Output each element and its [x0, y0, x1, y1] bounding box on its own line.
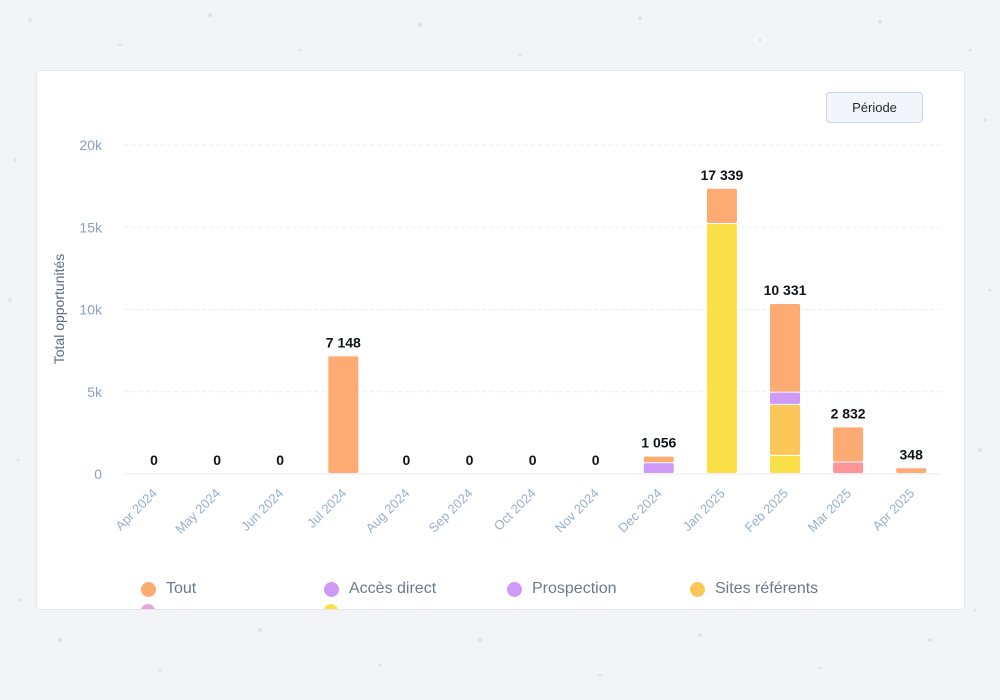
bar-total-label: 7 148 [326, 334, 361, 350]
legend-swatch [141, 581, 156, 597]
y-tick-label: 15k [79, 219, 103, 235]
bar-total-label: 0 [529, 452, 537, 468]
bar-segment [706, 223, 737, 473]
bar-total-label: 0 [403, 452, 411, 468]
bar-total-label: 0 [150, 452, 158, 468]
legend-swatch-clipped [141, 604, 155, 609]
bar-segment [770, 304, 800, 392]
bar-segment [643, 463, 674, 473]
x-tick-label: Oct 2024 [491, 486, 539, 534]
period-button[interactable]: Période [826, 92, 923, 123]
legend-label: Tout [166, 580, 197, 597]
bar-total-label: 0 [276, 452, 284, 468]
legend-item[interactable]: Accès direct [324, 580, 436, 598]
bar-segment [643, 456, 674, 463]
chart-legend: Tout Accès direct Prospection Sites référen… [141, 580, 941, 609]
y-axis-ticks: 0 5k 10k 15k 20k [79, 137, 103, 482]
bar-segment [770, 455, 800, 473]
grid-lines [125, 144, 940, 475]
bar-total-label: 0 [466, 452, 474, 468]
legend-label: Prospection [532, 580, 617, 597]
x-tick-label: May 2024 [172, 486, 223, 537]
x-tick-label: Jun 2024 [238, 486, 286, 534]
bar-total-label: 0 [592, 452, 600, 468]
x-tick-label: Jan 2025 [680, 486, 728, 534]
legend-label: Sites référents [715, 580, 819, 597]
x-tick-label: Dec 2024 [615, 486, 665, 536]
bar-segment [770, 392, 800, 404]
x-tick-label: Feb 2025 [742, 486, 791, 535]
y-axis-label: Total opportunités [51, 254, 67, 365]
legend-swatch [324, 581, 339, 597]
chart-card: Période 0 5k 10k 15k 20k Total opportunités … [36, 70, 965, 610]
legend-label: Accès direct [349, 580, 437, 597]
y-tick-label: 5k [87, 384, 103, 400]
y-tick-label: 10k [79, 302, 103, 318]
stacked-bar-chart: 0 5k 10k 15k 20k Total opportunités 0 0 0 7 148… [51, 137, 940, 537]
bar-total-label: 1 056 [641, 435, 676, 451]
bar-total-label: 0 [213, 452, 221, 468]
x-tick-label: Nov 2024 [552, 486, 602, 536]
bar-total-label: 2 832 [831, 405, 866, 421]
y-tick-label: 20k [79, 137, 103, 153]
bar-segment [706, 188, 737, 223]
bar-segment [896, 468, 927, 473]
x-tick-label: Mar 2025 [805, 486, 854, 535]
x-axis-ticks: Apr 2024 May 2024 Jun 2024 Jul 2024 Aug 2024… [112, 486, 917, 537]
y-tick-label: 0 [94, 466, 102, 482]
bar-total-label: 10 331 [764, 282, 807, 298]
bars [328, 188, 927, 473]
legend-item[interactable]: Sites référents [690, 580, 818, 598]
x-tick-label: Jul 2024 [304, 486, 349, 531]
legend-swatch-clipped [324, 604, 338, 609]
legend-swatch [690, 581, 705, 597]
bar-segment [770, 404, 800, 455]
bar-segment [833, 462, 864, 473]
legend-item[interactable]: Prospection [507, 580, 617, 598]
legend-swatch [507, 581, 522, 597]
bar-segment [833, 427, 864, 462]
x-tick-label: Apr 2025 [869, 486, 917, 534]
x-tick-label: Apr 2024 [112, 486, 160, 534]
bar-total-label: 348 [900, 446, 924, 462]
x-tick-label: Aug 2024 [363, 486, 413, 536]
bar-total-labels: 0 0 0 7 148 0 0 0 0 1 056 17 339 10 331 2 832 348 [150, 167, 923, 468]
x-tick-label: Sep 2024 [426, 486, 476, 536]
bar-segment [328, 356, 359, 473]
bar-total-label: 17 339 [700, 167, 743, 183]
legend-item[interactable]: Tout [141, 580, 196, 598]
